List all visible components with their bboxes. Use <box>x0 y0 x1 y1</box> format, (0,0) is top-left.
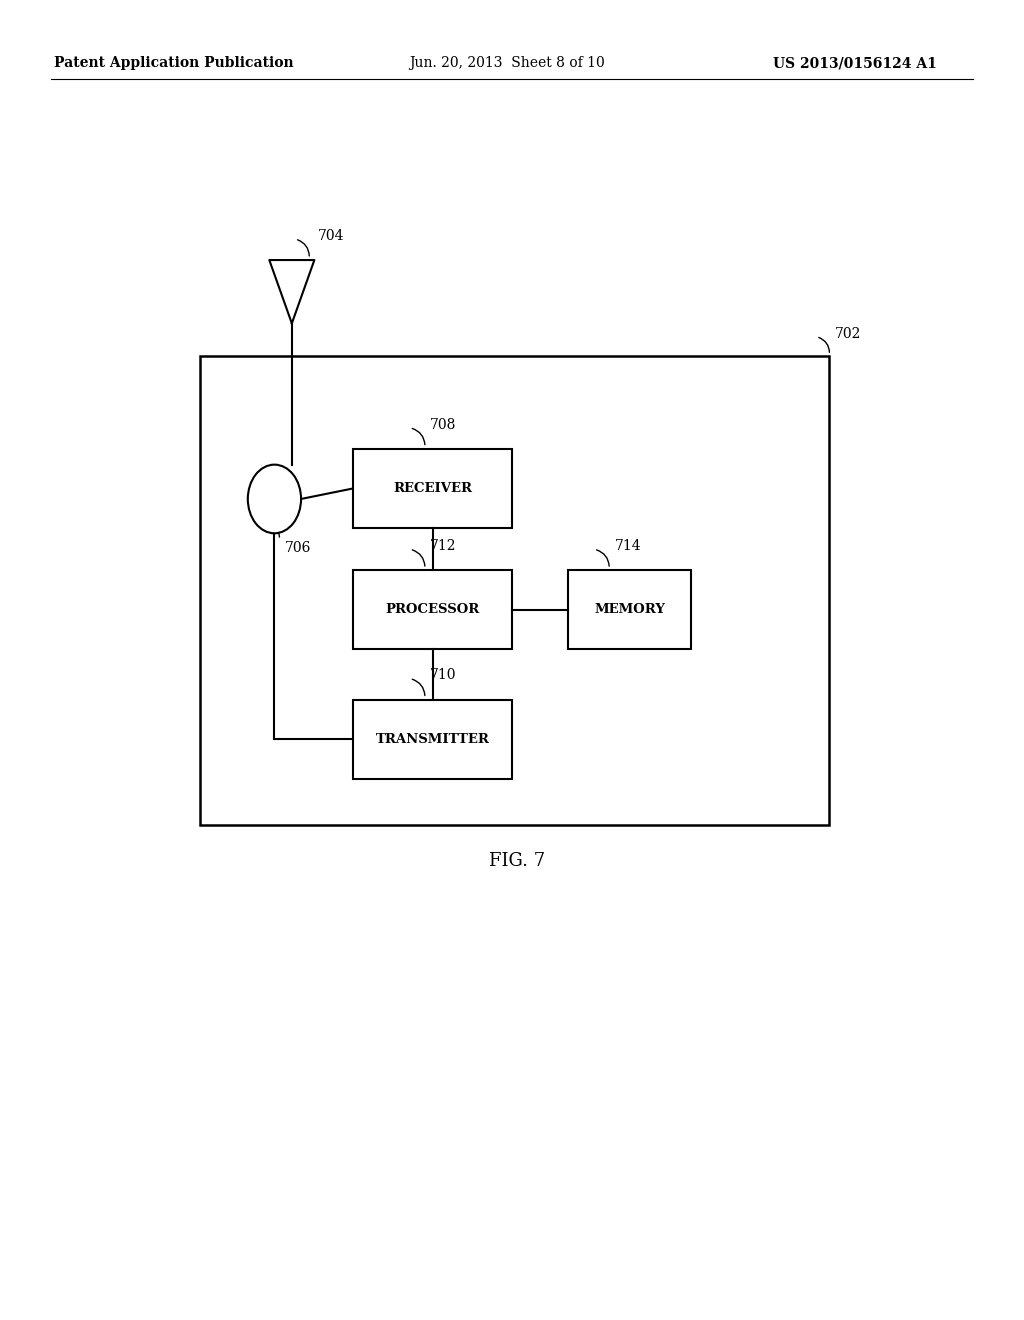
Text: RECEIVER: RECEIVER <box>393 482 472 495</box>
Text: 714: 714 <box>614 539 641 553</box>
Text: 708: 708 <box>430 417 457 432</box>
Circle shape <box>248 465 301 533</box>
Bar <box>568 570 691 649</box>
Text: 710: 710 <box>430 668 457 682</box>
Bar <box>353 449 512 528</box>
Text: FIG. 7: FIG. 7 <box>489 851 545 870</box>
Text: Patent Application Publication: Patent Application Publication <box>54 57 294 70</box>
Text: MEMORY: MEMORY <box>594 603 666 616</box>
Bar <box>200 356 829 825</box>
Text: Jun. 20, 2013  Sheet 8 of 10: Jun. 20, 2013 Sheet 8 of 10 <box>409 57 605 70</box>
Bar <box>353 570 512 649</box>
Text: PROCESSOR: PROCESSOR <box>385 603 480 616</box>
Text: 706: 706 <box>285 541 311 556</box>
Text: 712: 712 <box>430 539 457 553</box>
Text: D: D <box>268 492 281 506</box>
Text: 704: 704 <box>317 228 344 243</box>
Text: TRANSMITTER: TRANSMITTER <box>376 733 489 746</box>
Bar <box>353 700 512 779</box>
Text: US 2013/0156124 A1: US 2013/0156124 A1 <box>773 57 937 70</box>
Text: 702: 702 <box>835 326 861 341</box>
